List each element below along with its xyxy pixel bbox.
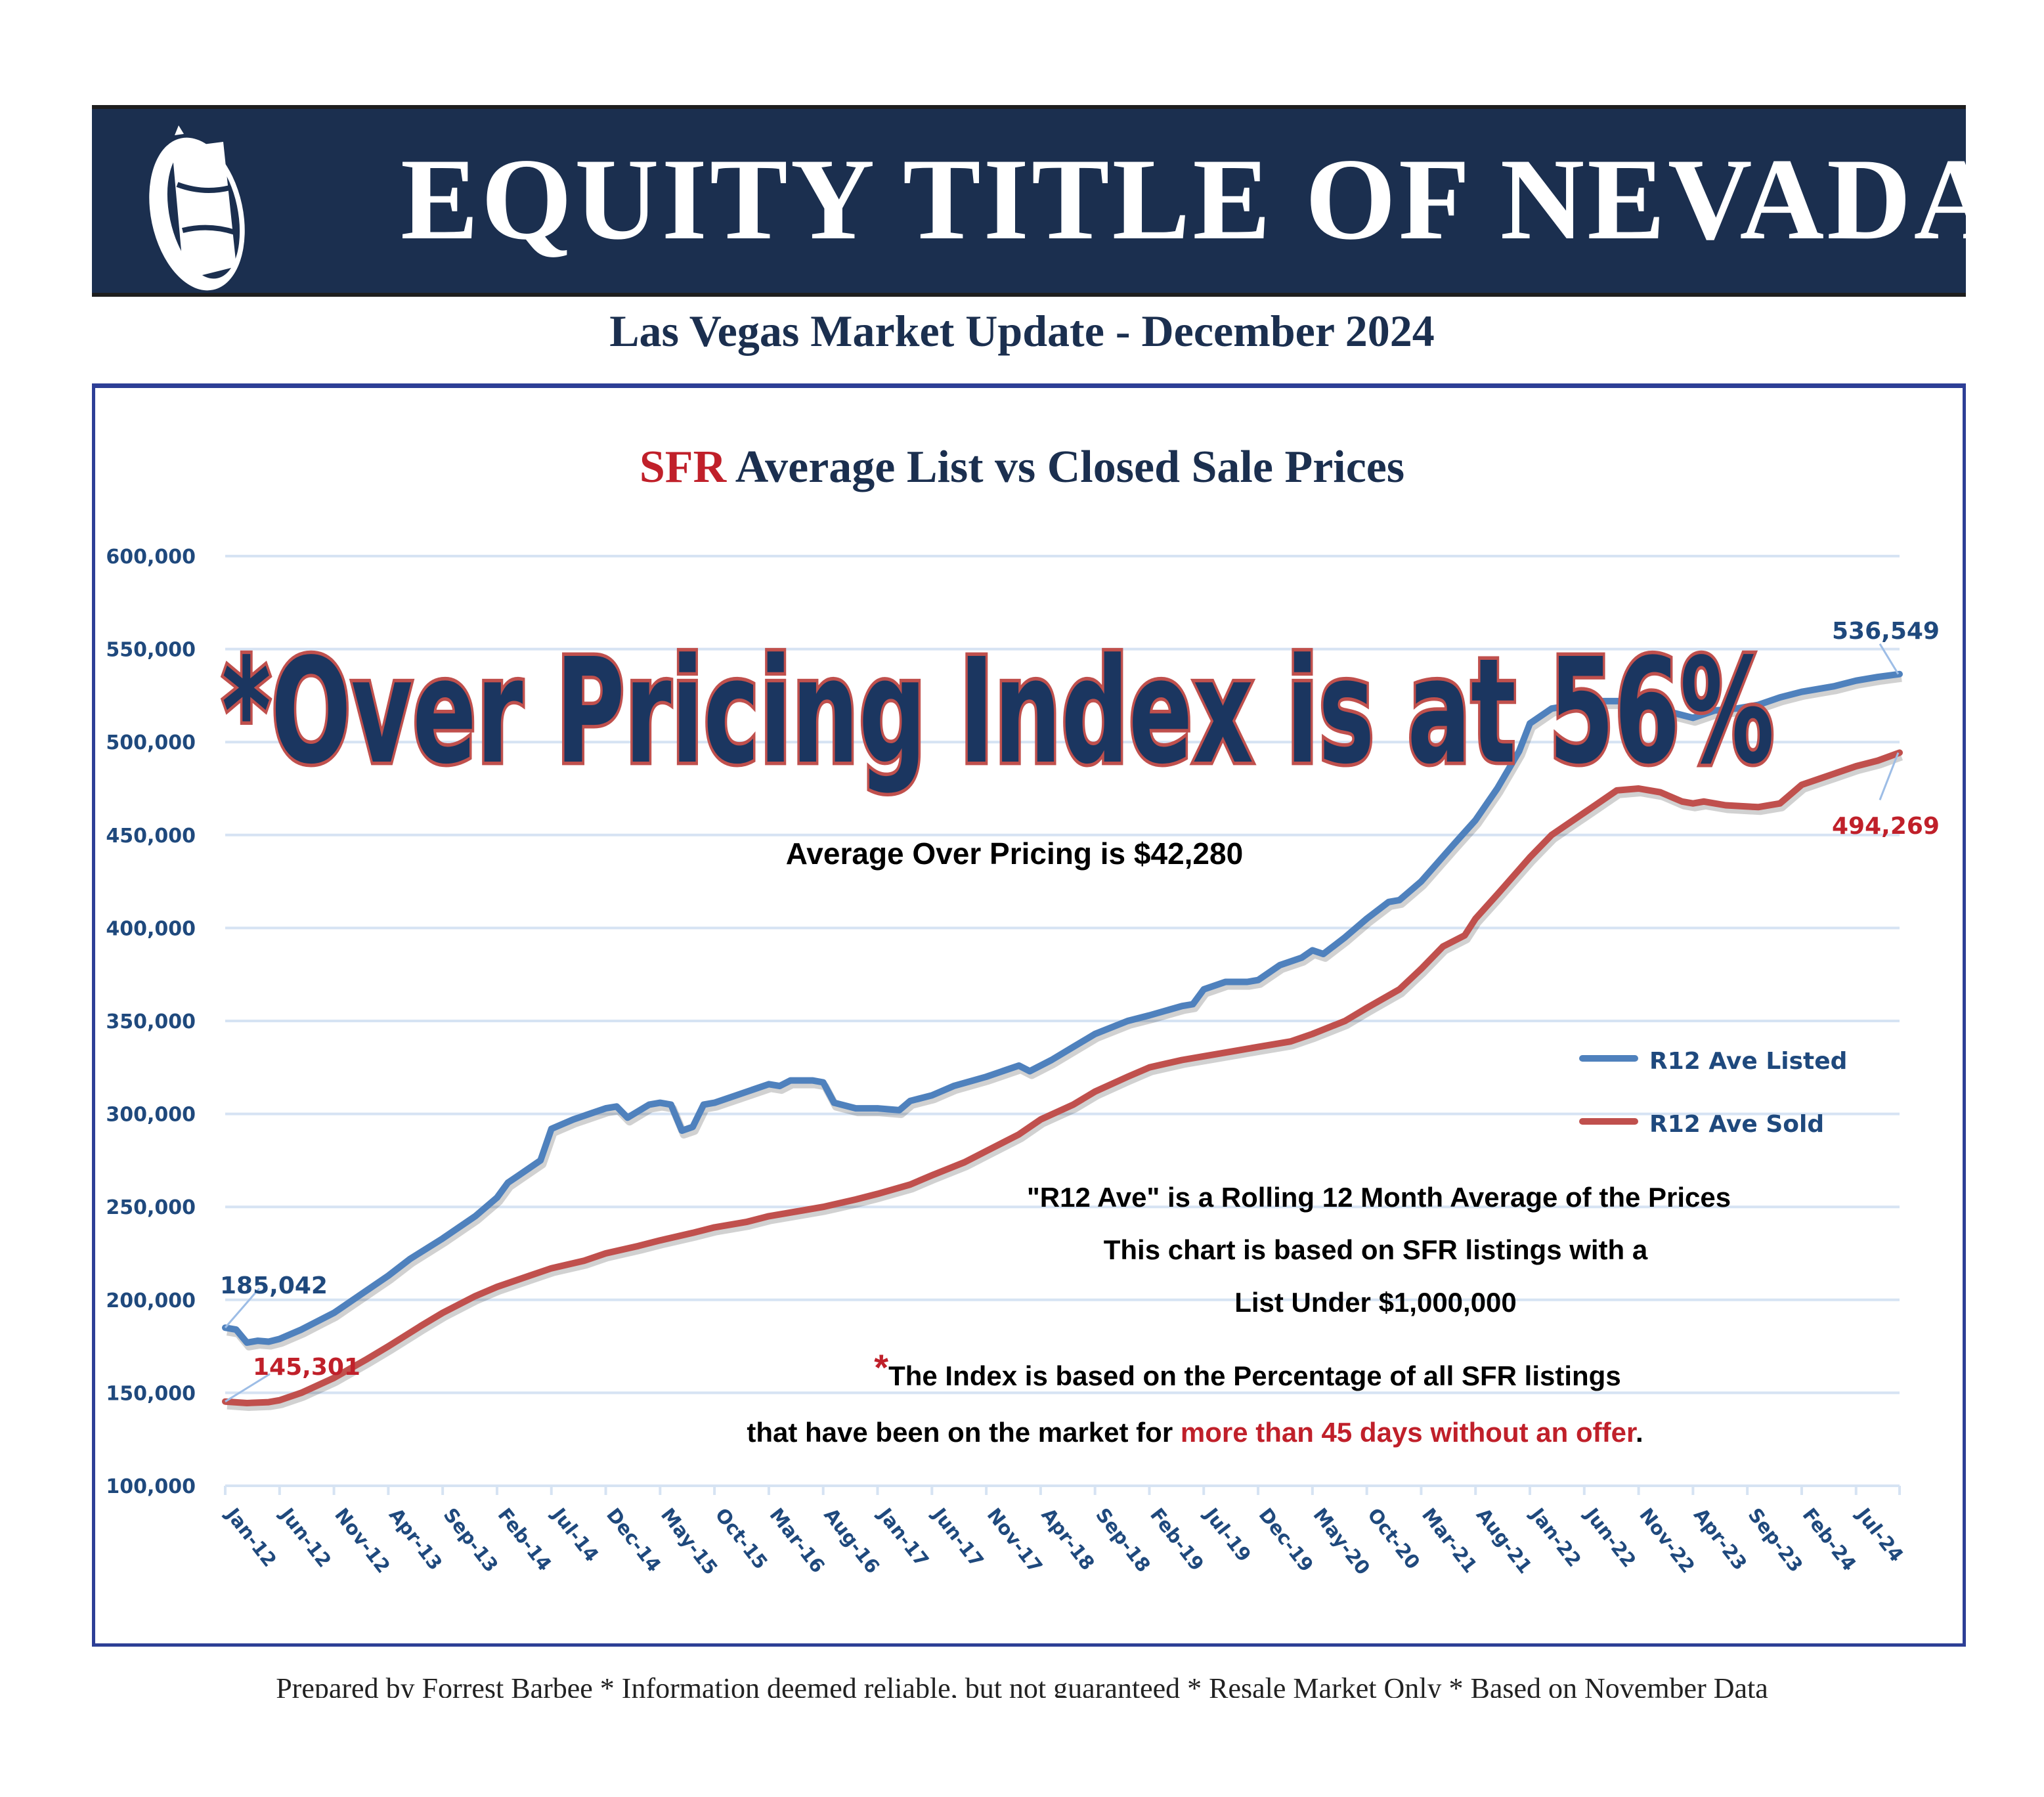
leader-line [225, 1373, 271, 1402]
y-tick-label: 500,000 [106, 731, 196, 754]
average-over-pricing-text: Average Over Pricing is $42,280 [786, 836, 1243, 871]
x-tick-label: Jul-24 [1852, 1503, 1908, 1566]
leader-line [1879, 643, 1900, 675]
note-list-under: List Under $1,000,000 [1234, 1287, 1517, 1318]
company-name: EQUITY TITLE OF NEVADA [401, 134, 2001, 264]
y-tick-label: 350,000 [106, 1010, 196, 1033]
listed-end-label: 536,549 [1832, 618, 1940, 645]
x-tick-label: Mar-21 [1418, 1504, 1482, 1577]
listed-start-label: 185,042 [220, 1272, 328, 1299]
x-tick-label: Sep-13 [439, 1504, 503, 1576]
x-axis: Jan-12Jun-12Nov-12Apr-13Sep-13Feb-14Jul-… [221, 1486, 1908, 1579]
x-tick-label: Jun-22 [1580, 1503, 1640, 1572]
series-shadow [227, 752, 1903, 1411]
x-tick-label: May-15 [657, 1504, 722, 1579]
y-tick-label: 600,000 [106, 546, 196, 569]
x-tick-label: Jun-17 [928, 1503, 988, 1572]
over-pricing-index-headline: *Over Pricing Index is at 56% [222, 627, 1775, 796]
y-tick-label: 450,000 [106, 825, 196, 848]
x-tick-label: Nov-17 [983, 1504, 1047, 1577]
gridlines [225, 555, 1900, 1487]
note-days-red: more than 45 days without an offer [1181, 1417, 1637, 1448]
y-tick-label: 250,000 [106, 1196, 196, 1219]
data-labels: 185,042 145,301 536,549 494,269 [220, 618, 1940, 1402]
report-subtitle: Las Vegas Market Update - December 2024 [609, 306, 1435, 356]
legend-listed-label: R12 Ave Listed [1649, 1048, 1847, 1075]
y-tick-label: 400,000 [106, 917, 196, 940]
note-based-on: This chart is based on SFR listings with… [1104, 1234, 1648, 1265]
chart-frame [92, 383, 1966, 1647]
y-tick-label: 550,000 [106, 639, 196, 662]
y-tick-label: 100,000 [106, 1475, 196, 1498]
x-tick-label: Aug-16 [819, 1504, 884, 1578]
sold-start-label: 145,301 [253, 1354, 360, 1381]
x-tick-label: Feb-19 [1146, 1504, 1208, 1575]
x-tick-label: Nov-22 [1635, 1504, 1699, 1577]
note-index-basis: *The Index is based on the Percentage of… [874, 1347, 1620, 1391]
note-days-black: that have been on the market for [747, 1417, 1180, 1448]
x-tick-label: Feb-24 [1798, 1504, 1860, 1575]
chart-title-sfr: SFR [639, 442, 727, 492]
x-tick-label: Jul-14 [547, 1503, 603, 1566]
x-tick-label: Dec-14 [602, 1504, 666, 1576]
note-index-text: The Index is based on the Percentage of … [888, 1360, 1621, 1391]
sold-end-label: 494,269 [1832, 813, 1940, 840]
note-days-end: . [1636, 1417, 1643, 1448]
equity-title-logo-icon [149, 125, 245, 291]
x-tick-label: Sep-23 [1744, 1504, 1808, 1576]
legend-sold-label: R12 Ave Sold [1649, 1111, 1824, 1138]
y-tick-label: 200,000 [106, 1289, 196, 1312]
chart-title-rest: Average List vs Closed Sale Prices [726, 442, 1405, 492]
x-tick-label: Jul-19 [1200, 1503, 1256, 1566]
x-tick-label: Jan-12 [221, 1503, 281, 1571]
series-lines [222, 670, 1903, 1411]
note-r12-definition: "R12 Ave" is a Rolling 12 Month Average … [1027, 1182, 1731, 1213]
x-tick-label: Nov-12 [330, 1504, 395, 1577]
x-tick-label: Jun-12 [275, 1503, 336, 1572]
legend: R12 Ave Listed R12 Ave Sold [1579, 1048, 1847, 1138]
y-axis-labels: 100,000 150,000 200,000 250,000 300,000 350,0… [106, 546, 196, 1498]
x-tick-label: Sep-18 [1091, 1504, 1155, 1576]
x-tick-label: May-20 [1309, 1504, 1374, 1579]
leader-line [224, 1288, 261, 1329]
x-tick-label: Dec-19 [1255, 1504, 1318, 1576]
y-tick-label: 150,000 [106, 1382, 196, 1405]
y-tick-label: 300,000 [106, 1104, 196, 1127]
x-tick-label: Feb-14 [493, 1504, 555, 1575]
note-days-on-market: that have been on the market for more th… [747, 1417, 1643, 1448]
notes: "R12 Ave" is a Rolling 12 Month Average … [747, 1182, 1731, 1448]
header-banner: EQUITY TITLE OF NEVADA [92, 105, 1998, 297]
note-star: * [874, 1347, 888, 1388]
leader-line [1879, 752, 1900, 800]
x-tick-label: Mar-16 [765, 1504, 829, 1577]
sold-line [222, 749, 1903, 1406]
series-shadow [226, 674, 1902, 1351]
x-tick-label: Aug-21 [1472, 1504, 1536, 1578]
chart-title: SFR Average List vs Closed Sale Prices [0, 441, 2044, 494]
footer-disclaimer: Prepared by Forrest Barbee * Information… [276, 1672, 1768, 1698]
